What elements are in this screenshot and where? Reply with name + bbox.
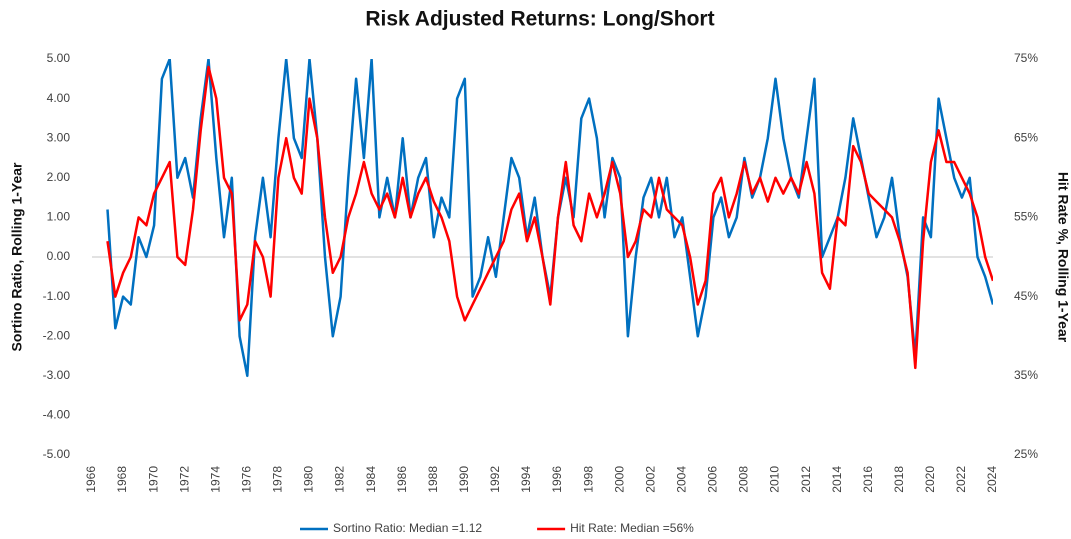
y-tick-label: 5.00 bbox=[47, 51, 71, 65]
x-tick-label: 2024 bbox=[985, 466, 999, 493]
x-tick-label: 1970 bbox=[146, 466, 160, 493]
x-tick-label: 1980 bbox=[302, 466, 316, 493]
y-tick-label: 0.00 bbox=[47, 249, 71, 263]
x-tick-label: 1998 bbox=[581, 466, 595, 493]
y-axis-title: Sortino Ratio, Rolling 1-Year bbox=[9, 162, 25, 352]
y2-tick-label: 25% bbox=[1014, 447, 1038, 461]
x-tick-label: 1966 bbox=[84, 466, 98, 493]
x-tick-label: 2008 bbox=[737, 466, 751, 493]
legend-label: Hit Rate: Median =56% bbox=[570, 521, 694, 535]
y-tick-label: 1.00 bbox=[47, 210, 71, 224]
x-tick-label: 2000 bbox=[612, 466, 626, 493]
series-line bbox=[106, 59, 993, 378]
x-tick-label: 1984 bbox=[364, 466, 378, 493]
x-tick-label: 2016 bbox=[861, 466, 875, 493]
y2-tick-label: 75% bbox=[1014, 51, 1038, 65]
y2-tick-label: 45% bbox=[1014, 289, 1038, 303]
y-tick-label: 2.00 bbox=[47, 170, 71, 184]
x-tick-label: 2012 bbox=[799, 466, 813, 493]
series-line bbox=[106, 65, 993, 370]
y-tick-label: -5.00 bbox=[43, 447, 71, 461]
x-tick-label: 1994 bbox=[519, 466, 533, 493]
x-tick-label: 2006 bbox=[706, 466, 720, 493]
y-tick-label: -3.00 bbox=[43, 368, 71, 382]
x-tick-label: 1972 bbox=[177, 466, 191, 493]
y-tick-label: -4.00 bbox=[43, 408, 71, 422]
x-tick-label: 2004 bbox=[674, 466, 688, 493]
x-tick-label: 1990 bbox=[457, 466, 471, 493]
y2-tick-label: 55% bbox=[1014, 210, 1038, 224]
y2-tick-label: 35% bbox=[1014, 368, 1038, 382]
y2-tick-label: 65% bbox=[1014, 130, 1038, 144]
x-tick-label: 1976 bbox=[240, 466, 254, 493]
x-tick-label: 1992 bbox=[488, 466, 502, 493]
x-tick-label: 2020 bbox=[923, 466, 937, 493]
y2-axis-title: Hit Rate %, Rolling 1-Year bbox=[1055, 172, 1071, 343]
x-tick-label: 1988 bbox=[426, 466, 440, 493]
chart-title: Risk Adjusted Returns: Long/Short bbox=[365, 8, 714, 31]
y-tick-label: -2.00 bbox=[43, 328, 71, 342]
x-tick-label: 1986 bbox=[395, 466, 409, 493]
x-tick-label: 2010 bbox=[768, 466, 782, 493]
x-tick-label: 1974 bbox=[208, 466, 222, 493]
y-tick-label: 4.00 bbox=[47, 91, 71, 105]
y-tick-label: -1.00 bbox=[43, 289, 71, 303]
x-tick-label: 1968 bbox=[115, 466, 129, 493]
legend-label: Sortino Ratio: Median =1.12 bbox=[333, 521, 482, 535]
x-tick-label: 1978 bbox=[271, 466, 285, 493]
y-tick-label: 3.00 bbox=[47, 130, 71, 144]
x-tick-label: 1982 bbox=[333, 466, 347, 493]
x-tick-label: 2018 bbox=[892, 466, 906, 493]
x-tick-label: 2022 bbox=[954, 466, 968, 493]
x-tick-label: 2002 bbox=[643, 466, 657, 493]
x-tick-label: 2014 bbox=[830, 466, 844, 493]
x-tick-label: 1996 bbox=[550, 466, 564, 493]
